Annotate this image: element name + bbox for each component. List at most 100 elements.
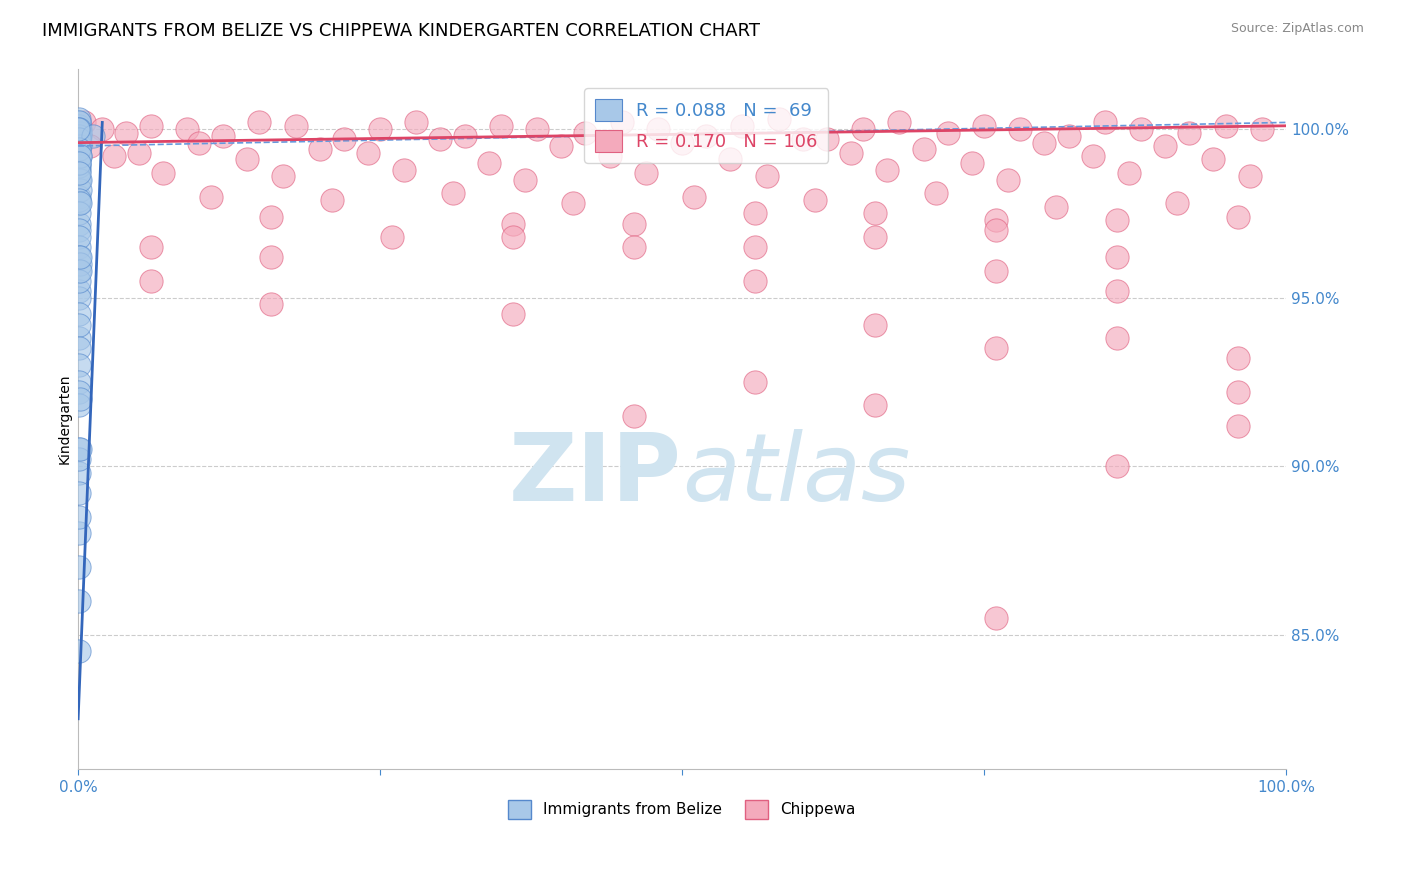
Point — [67, 308, 90, 322]
Point — [936, 126, 959, 140]
Point — [1226, 418, 1249, 433]
Point — [67, 115, 90, 129]
Point — [67, 156, 90, 170]
Point — [82, 128, 104, 143]
Point — [960, 156, 983, 170]
Point — [67, 142, 90, 156]
Point — [695, 128, 717, 143]
Point — [647, 122, 669, 136]
Point — [69, 257, 91, 271]
Point — [187, 136, 209, 150]
Point — [839, 145, 862, 160]
Point — [67, 166, 90, 180]
Point — [247, 115, 270, 129]
Point — [91, 122, 114, 136]
Point — [67, 442, 90, 457]
Point — [67, 196, 90, 211]
Point — [1215, 119, 1237, 133]
Point — [79, 139, 101, 153]
Point — [67, 115, 90, 129]
Point — [755, 169, 778, 184]
Point — [1105, 284, 1128, 298]
Point — [67, 486, 90, 500]
Point — [1130, 122, 1153, 136]
Point — [984, 213, 1007, 227]
Point — [69, 196, 91, 211]
Point — [550, 139, 572, 153]
Point — [67, 594, 90, 608]
Point — [67, 526, 90, 541]
Point — [1178, 126, 1201, 140]
Point — [69, 318, 91, 332]
Point — [67, 217, 90, 231]
Point — [984, 263, 1007, 277]
Y-axis label: Kindergarten: Kindergarten — [58, 374, 72, 464]
Point — [1154, 139, 1177, 153]
Point — [139, 119, 162, 133]
Point — [308, 142, 330, 156]
Point — [1226, 351, 1249, 366]
Point — [1105, 459, 1128, 474]
Point — [176, 122, 198, 136]
Point — [924, 186, 946, 201]
Point — [67, 399, 90, 413]
Point — [69, 452, 91, 467]
Point — [67, 466, 90, 480]
Point — [260, 297, 283, 311]
Point — [744, 206, 766, 220]
Point — [200, 189, 222, 203]
Point — [852, 122, 875, 136]
Point — [115, 126, 138, 140]
Point — [1105, 213, 1128, 227]
Point — [69, 442, 91, 457]
Point — [139, 274, 162, 288]
Point — [792, 132, 814, 146]
Point — [357, 145, 380, 160]
Point — [69, 149, 91, 163]
Point — [502, 217, 524, 231]
Point — [69, 183, 91, 197]
Point — [67, 156, 90, 170]
Point — [683, 189, 706, 203]
Point — [973, 119, 995, 133]
Point — [67, 384, 90, 399]
Point — [634, 166, 657, 180]
Point — [744, 375, 766, 389]
Point — [67, 560, 90, 574]
Point — [69, 128, 91, 143]
Point — [67, 136, 90, 150]
Point — [1081, 149, 1104, 163]
Point — [69, 136, 91, 150]
Point — [69, 230, 91, 244]
Point — [69, 122, 91, 136]
Point — [876, 162, 898, 177]
Point — [67, 206, 90, 220]
Point — [478, 156, 501, 170]
Point — [67, 126, 90, 140]
Point — [139, 240, 162, 254]
Point — [67, 250, 90, 264]
Point — [67, 119, 90, 133]
Point — [73, 115, 96, 129]
Point — [984, 610, 1007, 624]
Point — [429, 132, 451, 146]
Point — [912, 142, 935, 156]
Point — [67, 128, 90, 143]
Point — [865, 230, 887, 244]
Point — [236, 153, 259, 167]
Point — [67, 375, 90, 389]
Point — [489, 119, 512, 133]
Point — [526, 122, 548, 136]
Point — [1250, 122, 1272, 136]
Point — [562, 196, 585, 211]
Text: ZIP: ZIP — [509, 429, 682, 521]
Point — [67, 162, 90, 177]
Point — [103, 149, 125, 163]
Point — [260, 250, 283, 264]
Point — [67, 172, 90, 186]
Point — [69, 172, 91, 186]
Point — [260, 210, 283, 224]
Text: IMMIGRANTS FROM BELIZE VS CHIPPEWA KINDERGARTEN CORRELATION CHART: IMMIGRANTS FROM BELIZE VS CHIPPEWA KINDE… — [42, 22, 761, 40]
Point — [865, 318, 887, 332]
Point — [152, 166, 174, 180]
